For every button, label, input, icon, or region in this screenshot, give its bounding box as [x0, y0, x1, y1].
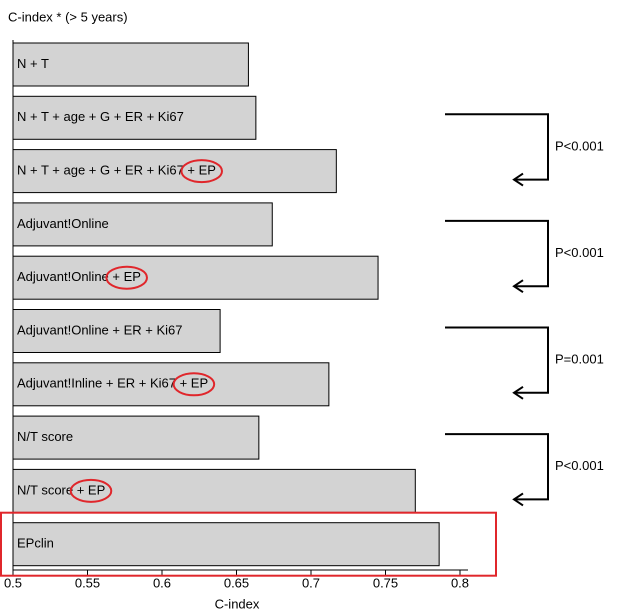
bar	[12, 42, 249, 87]
bar	[12, 309, 221, 353]
bar-label: N + T + age + G + ER + Ki67	[17, 109, 184, 124]
x-tick-label: 0.7	[302, 575, 320, 590]
bar-label: EPclin	[17, 536, 54, 551]
p-value: P=0.001	[555, 352, 604, 367]
chart-title: C-index * (> 5 years)	[8, 9, 128, 24]
bar	[12, 202, 273, 247]
x-tick-label: 0.65	[224, 575, 249, 590]
bracket	[445, 113, 549, 181]
highlight-oval	[105, 265, 148, 290]
x-tick-label: 0.55	[75, 575, 100, 590]
x-tick-label: 0.6	[153, 575, 171, 590]
bar	[12, 255, 379, 300]
bar	[12, 522, 440, 567]
bar-label: Adjuvant!Online + EP	[17, 269, 141, 284]
x-tick-label: 0.5	[4, 575, 22, 590]
bar-label: Adjuvant!Inline + ER + Ki67 + EP	[17, 376, 208, 391]
bar-label: Adjuvant!Online + ER + Ki67	[17, 322, 183, 337]
p-value: P<0.001	[555, 138, 604, 153]
x-tick-label: 0.75	[373, 575, 398, 590]
bar-label: Adjuvant!Online	[17, 216, 109, 231]
bracket-arrow	[512, 385, 524, 400]
bar	[12, 415, 260, 460]
bracket-arrow	[512, 172, 524, 187]
highlight-oval	[180, 159, 223, 184]
bracket	[445, 326, 549, 394]
bar	[12, 95, 257, 140]
bar-label: N + T + age + G + ER + Ki67 + EP	[17, 163, 216, 178]
highlight-oval	[69, 478, 113, 503]
bracket-arrow	[512, 279, 524, 294]
highlight-box	[0, 511, 497, 577]
p-value: P<0.001	[555, 245, 604, 260]
bracket	[445, 433, 549, 501]
x-axis-label: C-index	[215, 596, 260, 611]
bar	[12, 468, 416, 513]
bar	[12, 362, 330, 407]
bar	[12, 149, 337, 194]
bar-label: N/T score	[17, 429, 73, 444]
bar-label: N + T	[17, 56, 49, 71]
highlight-oval	[172, 372, 216, 397]
bar-label: N/T score + EP	[17, 482, 105, 497]
p-value: P<0.001	[555, 458, 604, 473]
bracket	[445, 219, 549, 288]
x-tick-label: 0.8	[451, 575, 469, 590]
bracket-arrow	[512, 492, 524, 507]
